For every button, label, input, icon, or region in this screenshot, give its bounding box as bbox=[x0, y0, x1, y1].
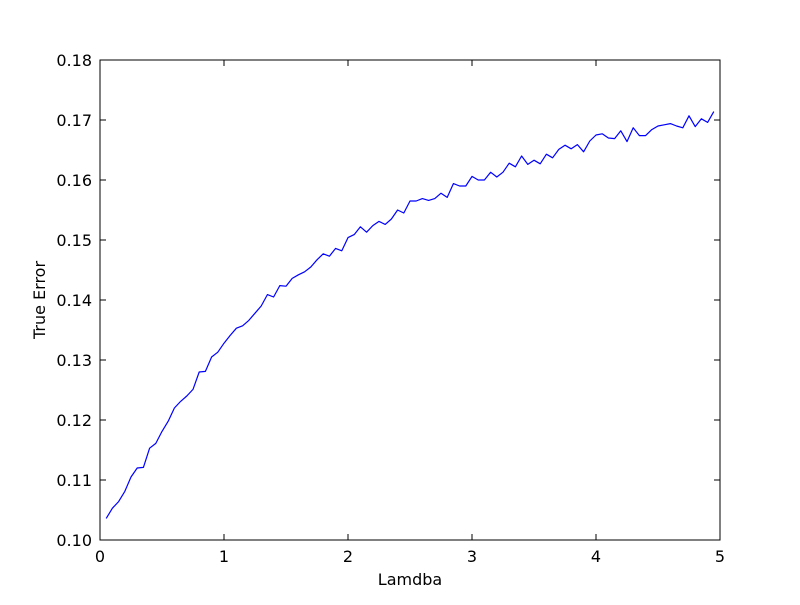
plot-area bbox=[105, 111, 715, 519]
y-tick-label: 0.17 bbox=[56, 111, 92, 130]
series-line bbox=[105, 111, 715, 519]
y-tick-label: 0.12 bbox=[56, 411, 92, 430]
plot-frame bbox=[99, 59, 721, 541]
axis-ticks: 0 1 2 3 4 5 0.10 0.11 0.12 0.13 0.14 0.15 0.16 0.17 0.… bbox=[56, 51, 725, 566]
y-tick-label: 0.18 bbox=[56, 51, 92, 70]
y-tick-label: 0.10 bbox=[56, 531, 92, 550]
y-tick-label: 0.14 bbox=[56, 291, 92, 310]
x-tick-label: 1 bbox=[219, 547, 229, 566]
x-tick-label: 4 bbox=[591, 547, 601, 566]
x-tick-label: 3 bbox=[467, 547, 477, 566]
x-tick-label: 0 bbox=[95, 547, 105, 566]
y-tick-label: 0.16 bbox=[56, 171, 92, 190]
x-axis-label: Lamdba bbox=[378, 570, 442, 589]
y-tick-label: 0.13 bbox=[56, 351, 92, 370]
y-tick-label: 0.15 bbox=[56, 231, 92, 250]
x-tick-label: 5 bbox=[715, 547, 725, 566]
x-tick-label: 2 bbox=[343, 547, 353, 566]
y-tick-label: 0.11 bbox=[56, 471, 92, 490]
y-axis-label: True Error bbox=[30, 261, 49, 340]
